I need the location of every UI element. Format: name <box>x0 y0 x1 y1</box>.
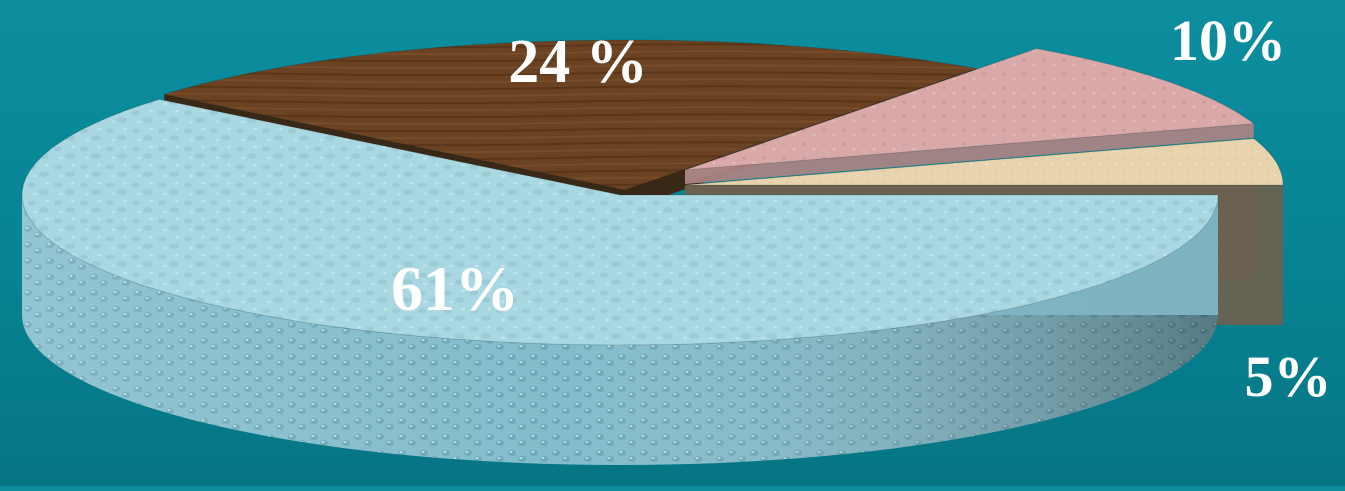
slice-label-1: 24 % <box>508 28 648 96</box>
slice-label-3: 5% <box>1245 344 1332 409</box>
pie-slice-2 <box>684 48 1256 185</box>
slice-label-2: 10% <box>1170 8 1286 73</box>
pie-slice-0 <box>21 98 1219 465</box>
slice-label-0: 61% <box>391 253 519 324</box>
